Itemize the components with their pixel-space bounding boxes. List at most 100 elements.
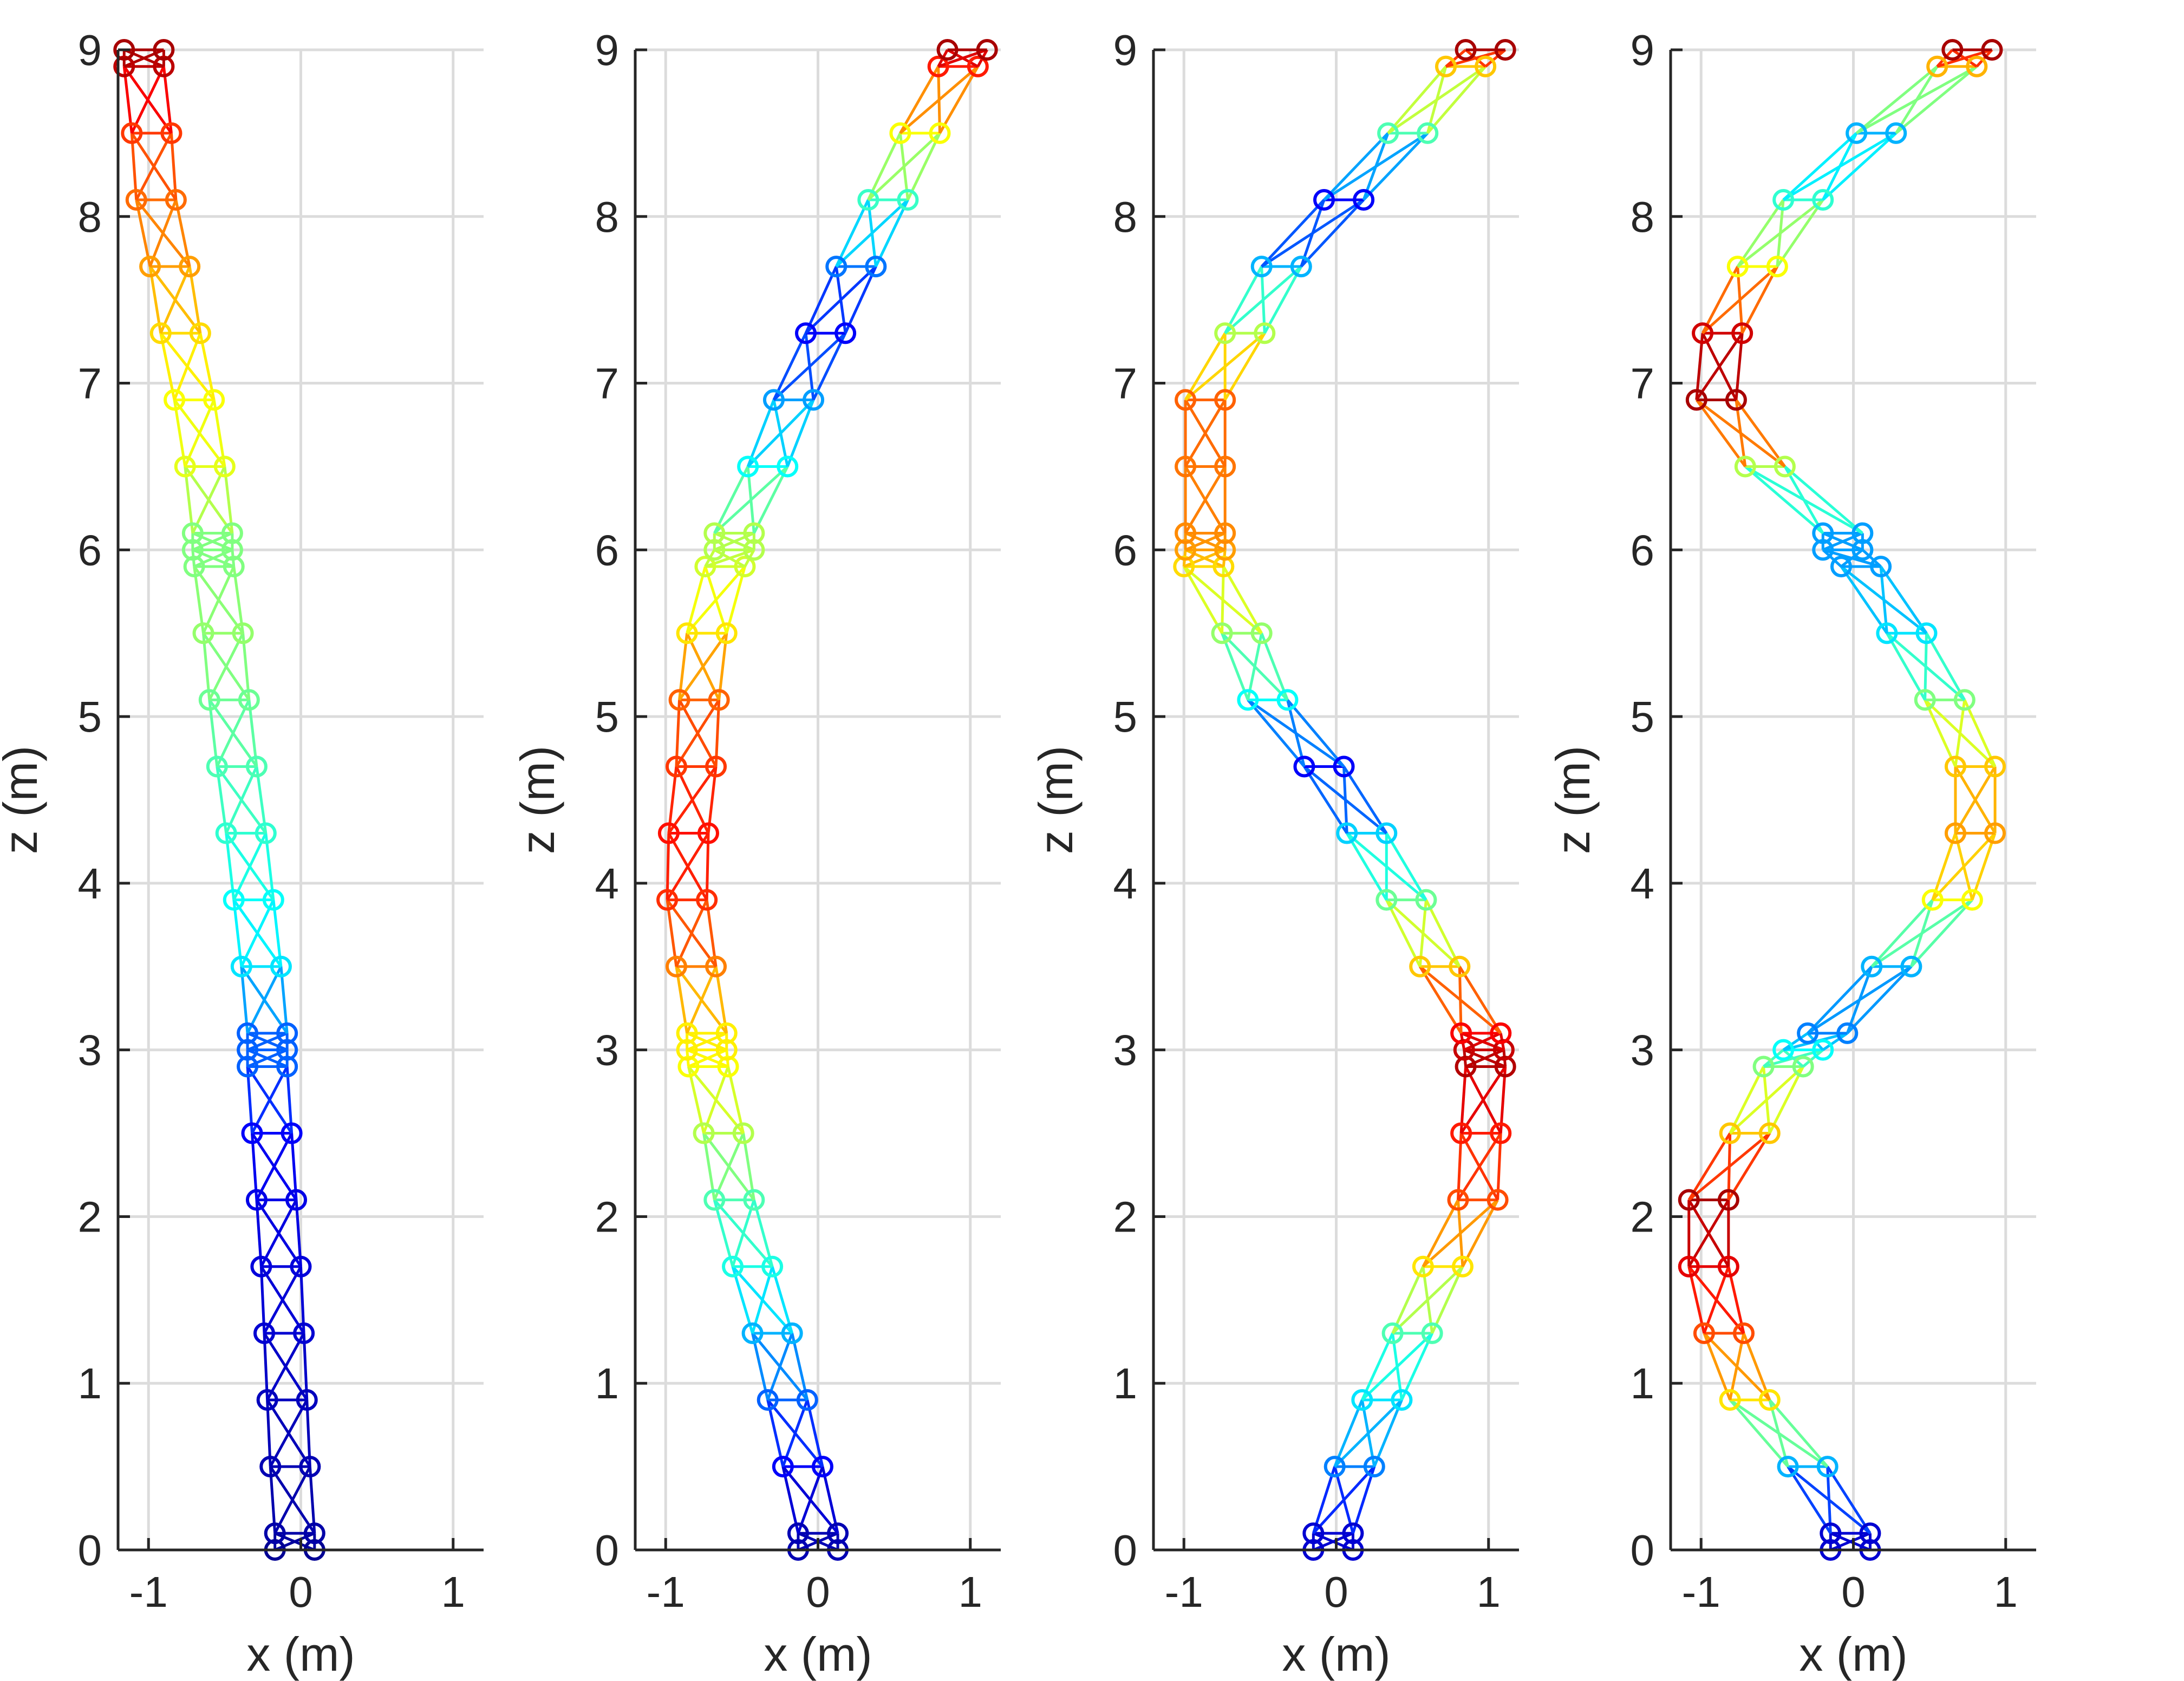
truss-member <box>751 1333 770 1400</box>
truss-member <box>1740 265 1779 334</box>
truss-member <box>675 700 681 767</box>
truss-member <box>1300 199 1365 268</box>
truss-member <box>1185 532 1226 551</box>
truss-member <box>122 66 133 134</box>
truss-member <box>184 465 233 535</box>
truss-member <box>232 566 245 634</box>
truss-member <box>1387 66 1447 134</box>
truss-member <box>1263 265 1303 334</box>
node-marker <box>1944 822 1966 844</box>
node-marker <box>1449 955 1471 978</box>
node-marker <box>1450 1122 1472 1144</box>
node-marker <box>1772 1039 1795 1061</box>
node-marker <box>299 1456 321 1478</box>
truss-member <box>1931 832 1957 901</box>
truss-member <box>1951 48 1978 68</box>
truss-member <box>279 966 289 1034</box>
truss-member <box>1776 199 1785 267</box>
truss-member <box>1701 333 1738 401</box>
truss-member <box>305 1399 311 1467</box>
subplot-1: -1 0 1 0 1 2 3 4 5 6 7 8 9 x (m) z (m) <box>0 26 484 1681</box>
y-tick-label: 7 <box>595 360 620 408</box>
truss-member <box>1768 1399 1829 1468</box>
truss-member <box>1729 1399 1789 1468</box>
node-marker <box>1685 389 1707 411</box>
node-marker <box>303 1522 325 1545</box>
node-marker <box>705 955 727 978</box>
truss-member <box>208 699 258 767</box>
truss-member <box>1727 1266 1745 1334</box>
y-tick-label: 5 <box>595 693 620 741</box>
node-marker <box>1214 522 1236 544</box>
truss-member <box>1361 1332 1394 1401</box>
node-marker <box>1324 1456 1346 1478</box>
y-tick-label: 3 <box>1631 1026 1655 1074</box>
node-marker <box>761 1255 784 1278</box>
truss-member <box>1742 1332 1771 1400</box>
y-tick-label: 8 <box>595 193 620 241</box>
node-marker <box>1353 189 1375 211</box>
truss-member <box>1457 1200 1464 1267</box>
node-marker <box>221 539 243 561</box>
node-marker <box>1941 39 1964 61</box>
node-marker <box>676 1022 698 1044</box>
truss-member <box>1286 699 1345 768</box>
node-marker <box>722 1255 744 1278</box>
node-marker <box>1494 39 1516 61</box>
y-tick-label: 0 <box>595 1526 620 1574</box>
node-marker <box>192 622 214 644</box>
truss-member <box>274 1532 315 1552</box>
truss-member <box>867 132 902 201</box>
truss-member <box>703 566 728 634</box>
node-marker <box>743 522 765 544</box>
node-marker <box>121 122 143 144</box>
truss-member <box>192 549 234 568</box>
truss-member <box>727 1066 745 1134</box>
node-marker <box>1812 1039 1834 1061</box>
truss-member <box>898 133 909 200</box>
subplot-3: -1 0 1 0 1 2 3 4 5 6 7 8 9 x (m) z (m) <box>1029 26 1519 1681</box>
truss-member <box>123 66 173 134</box>
truss-member <box>1445 49 1467 68</box>
truss-member <box>766 1399 824 1468</box>
truss-member <box>1346 832 1427 901</box>
truss-member <box>1184 332 1227 401</box>
x-axis-label: x (m) <box>764 1627 872 1681</box>
node-marker <box>221 522 243 544</box>
node-marker <box>827 1522 849 1545</box>
truss-member <box>290 1133 298 1200</box>
node-marker <box>1758 1122 1781 1144</box>
truss-member <box>1830 1532 1871 1552</box>
truss-member <box>260 1266 305 1334</box>
truss-member <box>1886 632 1926 701</box>
truss-member <box>687 1065 745 1135</box>
node-marker <box>1290 256 1312 278</box>
subplot-2: -1 0 1 0 1 2 3 4 5 6 7 8 9 x (m) z (m) <box>511 26 1001 1681</box>
node-marker <box>1792 1055 1814 1078</box>
node-marker <box>796 1389 818 1411</box>
truss-member <box>666 900 678 967</box>
truss-member <box>705 900 718 967</box>
truss-member <box>781 1466 800 1534</box>
truss-member <box>1880 565 1928 634</box>
node-marker <box>237 1022 259 1044</box>
node-marker <box>1851 522 1874 544</box>
node-marker <box>1175 389 1197 411</box>
node-marker <box>1678 1189 1700 1211</box>
x-tick-label: -1 <box>1682 1568 1720 1616</box>
node-marker <box>259 1456 282 1478</box>
node-marker <box>1797 1022 1819 1044</box>
truss-member <box>686 1048 729 1068</box>
truss-member <box>1461 1199 1499 1267</box>
truss-member <box>938 66 979 134</box>
truss-member <box>173 399 226 467</box>
truss-member <box>246 1066 293 1134</box>
node-marker <box>1758 1389 1781 1411</box>
truss-member <box>174 199 191 267</box>
truss-member <box>1385 832 1427 901</box>
truss-member <box>1963 699 1997 767</box>
node-marker <box>1861 955 1883 978</box>
truss-member <box>1459 1066 1468 1133</box>
truss-member <box>266 1399 311 1468</box>
node-marker <box>1276 689 1299 711</box>
